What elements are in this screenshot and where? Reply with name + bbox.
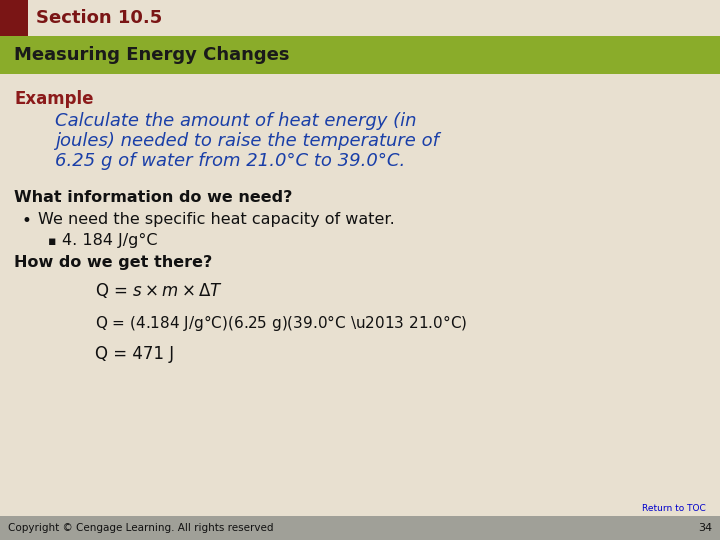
Bar xyxy=(0,0,28,36)
Text: ▪: ▪ xyxy=(48,235,56,248)
Text: How do we get there?: How do we get there? xyxy=(14,255,212,270)
Bar xyxy=(0,36,720,74)
Text: Return to TOC: Return to TOC xyxy=(642,504,706,513)
Text: Q = $s \times m \times \Delta T$: Q = $s \times m \times \Delta T$ xyxy=(95,281,223,300)
Text: Q = 471 J: Q = 471 J xyxy=(95,345,174,363)
Bar xyxy=(0,0,720,36)
Text: •: • xyxy=(22,212,32,230)
Text: 6.25 g of water from 21.0°C to 39.0°C.: 6.25 g of water from 21.0°C to 39.0°C. xyxy=(55,152,405,170)
Text: Copyright © Cengage Learning. All rights reserved: Copyright © Cengage Learning. All rights… xyxy=(8,523,274,533)
Text: We need the specific heat capacity of water.: We need the specific heat capacity of wa… xyxy=(38,212,395,227)
Text: Calculate the amount of heat energy (in: Calculate the amount of heat energy (in xyxy=(55,112,416,130)
Text: What information do we need?: What information do we need? xyxy=(14,190,292,205)
Text: Section 10.5: Section 10.5 xyxy=(36,9,162,27)
Text: joules) needed to raise the temperature of: joules) needed to raise the temperature … xyxy=(55,132,439,150)
Text: Measuring Energy Changes: Measuring Energy Changes xyxy=(14,46,289,64)
Bar xyxy=(0,516,720,540)
Text: 4. 184 J/g°C: 4. 184 J/g°C xyxy=(62,233,158,248)
Text: Example: Example xyxy=(14,90,94,108)
Text: 34: 34 xyxy=(698,523,712,533)
Text: Q = $\mathregular{(}$4.184 J/g$\mathregular{°}$C$\mathregular{)(}$6.25 g$\mathre: Q = $\mathregular{(}$4.184 J/g$\mathregu… xyxy=(95,313,467,333)
